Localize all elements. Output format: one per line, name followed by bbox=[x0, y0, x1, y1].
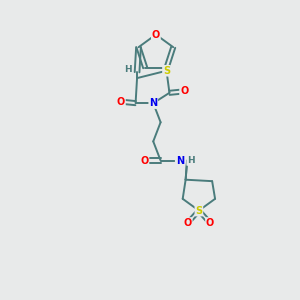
Text: O: O bbox=[180, 86, 188, 96]
Text: O: O bbox=[206, 218, 214, 228]
Text: O: O bbox=[140, 156, 148, 166]
Text: O: O bbox=[117, 97, 125, 107]
Text: O: O bbox=[152, 30, 160, 40]
Text: S: S bbox=[195, 206, 203, 216]
Text: N: N bbox=[149, 98, 157, 108]
Text: H: H bbox=[124, 65, 131, 74]
Text: O: O bbox=[184, 218, 192, 228]
Text: N: N bbox=[176, 156, 184, 166]
Text: H: H bbox=[187, 156, 195, 165]
Text: S: S bbox=[163, 66, 170, 76]
